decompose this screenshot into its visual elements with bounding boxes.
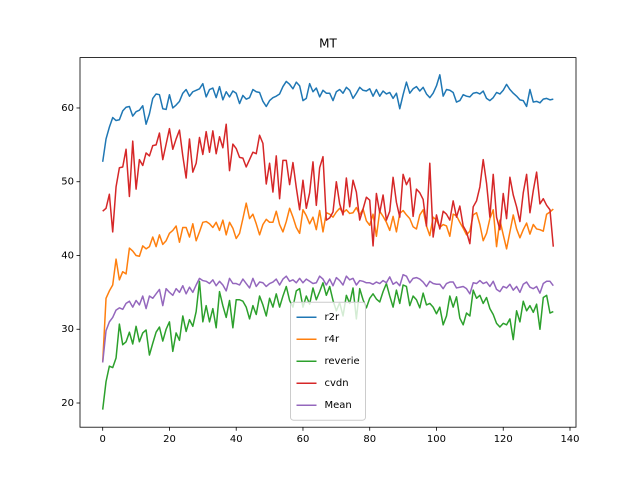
- x-tick-label: 80: [363, 434, 376, 445]
- legend: r2r r4r reverie cvdn Mean: [290, 301, 366, 421]
- legend-label: Mean: [325, 400, 352, 411]
- series-line: [102, 123, 555, 247]
- y-tick-label: 30: [61, 324, 74, 335]
- legend-label: reverie: [325, 356, 360, 367]
- x-tick-label: 140: [560, 434, 579, 445]
- x-tick-label: 100: [427, 434, 446, 445]
- legend-label: cvdn: [325, 378, 349, 389]
- x-tick-label: 0: [100, 434, 106, 445]
- legend-label: r2r: [325, 312, 340, 323]
- x-tick-label: 20: [163, 434, 176, 445]
- series-line: [101, 202, 554, 363]
- y-tick-label: 40: [61, 250, 74, 261]
- series-line: [101, 280, 554, 410]
- y-tick-label: 50: [61, 177, 74, 188]
- legend-box: [290, 301, 366, 421]
- x-tick-label: 120: [494, 434, 513, 445]
- y-tick-label: 60: [61, 103, 74, 114]
- x-tick-label: 40: [230, 434, 243, 445]
- legend-label: r4r: [325, 334, 340, 345]
- y-tick-label: 20: [61, 398, 74, 409]
- series-line: [101, 74, 554, 162]
- plot-frame: [79, 57, 577, 428]
- series-line: [101, 273, 554, 363]
- x-tick-label: 60: [297, 434, 310, 445]
- chart-title: MT: [319, 37, 337, 51]
